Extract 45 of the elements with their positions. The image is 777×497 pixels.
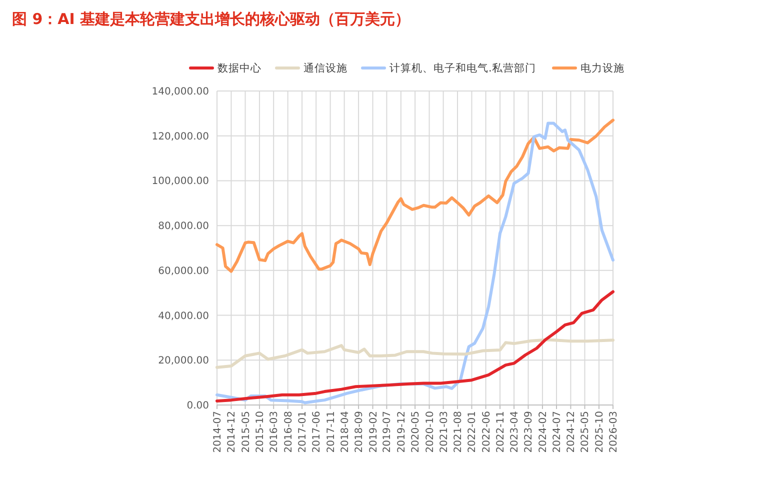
x-tick-label: 2024-12 [566, 411, 578, 453]
x-tick-label: 2019-02 [368, 411, 380, 453]
x-tick-label: 2024-07 [552, 411, 563, 453]
line-series [216, 118, 614, 273]
y-tick-label: 120,000.00 [152, 131, 209, 142]
x-tick-label: 2016-03 [269, 411, 280, 453]
x-tick-label: 2024-02 [538, 411, 549, 453]
x-tick-label: 2015-10 [254, 411, 266, 453]
x-tick-label: 2017-01 [298, 411, 309, 453]
line-series [216, 290, 614, 402]
x-tick-label: 2022-01 [467, 411, 478, 453]
y-tick-label: 20,000.00 [158, 356, 209, 367]
x-tick-label: 2020-10 [424, 411, 436, 453]
x-tick-label: 2016-08 [283, 411, 294, 453]
y-tick-label: 40,000.00 [158, 310, 209, 322]
x-tick-label: 2014-12 [226, 411, 238, 453]
y-tick-label: 140,000.00 [152, 86, 209, 98]
y-tick-label: 100,000.00 [152, 176, 209, 188]
x-tick-label: 2018-09 [354, 411, 366, 453]
y-tick-label: 80,000.00 [158, 221, 209, 232]
legend-label: 通信设施 [304, 62, 348, 75]
x-tick-label: 2022-06 [481, 411, 492, 453]
x-tick-label: 2017-06 [312, 411, 323, 453]
x-tick-label: 2022-11 [495, 411, 506, 453]
x-tick-label: 2025-10 [594, 411, 606, 453]
x-tick-label: 2023-04 [510, 411, 521, 453]
x-tick-label: 2015-05 [240, 411, 252, 453]
legend-label: 电力设施 [580, 62, 624, 75]
chart-title: 图 9：AI 基建是本轮营建支出增长的核心驱动（百万美元） [12, 10, 410, 28]
x-tick-label: 2018-04 [340, 411, 351, 453]
legend-label: 计算机、电子和电气.私营部门 [390, 62, 536, 75]
x-tick-label: 2023-09 [524, 411, 535, 453]
x-tick-label: 2021-03 [438, 411, 450, 453]
x-tick-label: 2020-05 [410, 411, 422, 453]
x-tick-label: 2019-12 [396, 411, 408, 453]
x-tick-label: 2025-05 [580, 411, 592, 453]
x-tick-label: 2021-08 [453, 411, 464, 453]
legend-label: 数据中心 [218, 62, 262, 75]
x-tick-label: 2014-07 [212, 411, 224, 453]
x-tick-label: 2017-11 [326, 411, 337, 453]
x-tick-label: 2026-03 [608, 411, 620, 453]
x-tick-label: 2019-07 [382, 411, 394, 453]
y-tick-label: 0.00 [186, 400, 209, 412]
y-tick-label: 60,000.00 [158, 266, 209, 277]
line-series [216, 338, 614, 369]
